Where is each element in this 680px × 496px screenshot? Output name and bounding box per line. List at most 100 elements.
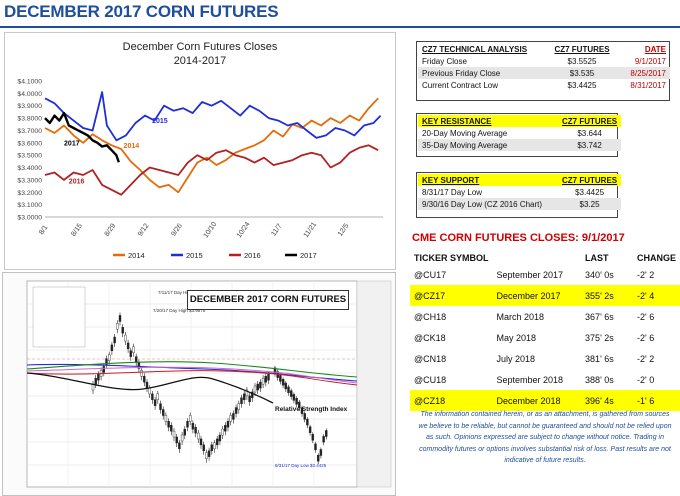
candle-body (118, 315, 122, 322)
candle-body (234, 407, 238, 414)
resistance-header-label: KEY RESISTANCE (418, 115, 558, 127)
annotation-day-low: 8/31/17 Day Low $3.4425 (275, 463, 327, 468)
cme-month: December 2018 (492, 390, 582, 411)
series-line-2014 (44, 97, 379, 194)
cme-change: -2' 6 (636, 311, 655, 322)
candle-body (94, 377, 97, 385)
candle-body (281, 378, 285, 386)
tech-header-futures: CZ7 FUTURES (554, 44, 610, 54)
candle-body (237, 403, 241, 410)
candle-body (97, 374, 100, 381)
technical-chart-title: DECEMBER 2017 CORN FUTURES (187, 290, 349, 310)
x-tick-label: 8/15 (70, 222, 84, 237)
candle-body (151, 393, 154, 401)
cme-ticker: @CN18 (414, 353, 447, 364)
candle-body (232, 413, 235, 420)
tech-row-date: 9/1/2017 (634, 56, 666, 66)
candle-body (317, 454, 320, 462)
cme-last: 367' 6s (585, 311, 614, 322)
cme-change: -2' 4 (632, 285, 680, 306)
candle-body (240, 397, 243, 404)
y-tick-label: $3.3000 (17, 177, 42, 184)
candle-body (319, 449, 323, 456)
cme-ticker: @CU17 (414, 269, 447, 280)
legend-label-2017: 2017 (300, 251, 317, 260)
candle-body (213, 442, 216, 450)
tech-row-value: $3.5525 (567, 56, 597, 66)
moving-average-red (26, 370, 358, 386)
annotation-day-high-2: 7/20/17 Day High $3.9875 (153, 308, 206, 313)
candle-body (188, 415, 192, 422)
candle-body (264, 375, 267, 383)
candle-body (167, 421, 170, 428)
cme-last: 340' 0s (585, 269, 614, 280)
resistance-header-futures: CZ7 FUTURES (558, 115, 622, 127)
cme-last: 355' 2s (581, 285, 633, 306)
resistance-row-value: $3.742 (577, 140, 602, 150)
candle-body (164, 415, 168, 422)
candle-body (129, 350, 133, 357)
x-tick-label: 9/12 (137, 222, 151, 237)
candle-body (279, 375, 282, 382)
cme-header-month (493, 251, 582, 264)
support-row-label: 9/30/16 Day Low (CZ 2016 Chart) (422, 199, 543, 209)
cme-ticker: @CU18 (414, 374, 447, 385)
candle-body (218, 434, 222, 442)
series-line-2016 (44, 144, 379, 196)
indicator-legend (32, 286, 86, 348)
candle-body (178, 442, 181, 450)
cme-ticker: @CZ17 (410, 285, 493, 306)
candle-body (156, 393, 160, 401)
candle-body (161, 409, 165, 416)
title-divider (0, 26, 680, 28)
y-tick-label: $3.5000 (17, 153, 42, 160)
series-label-2014: 2014 (124, 143, 140, 150)
candle-body (314, 443, 317, 451)
cme-month: July 2018 (496, 353, 536, 364)
legend-label-2015: 2015 (186, 251, 203, 260)
cme-last: 375' 2s (585, 332, 614, 343)
moving-average-pink (26, 366, 358, 384)
candle-body (199, 438, 203, 446)
y-tick-label: $3.7000 (17, 128, 42, 135)
candle-body (251, 391, 254, 399)
candle-body (248, 395, 251, 403)
cme-header-ticker: TICKER SYMBOL (414, 252, 489, 263)
candle-body (311, 434, 314, 441)
line-chart-svg: December Corn Futures Closes 2014-2017 $3.… (17, 41, 383, 260)
cme-row: @CU17 September 2017 340' 0s -2' 2 (410, 264, 680, 285)
y-tick-label: $4.0000 (17, 91, 42, 98)
candle-body (253, 385, 257, 393)
candle-body (148, 387, 151, 395)
cme-change: -2' 6 (636, 332, 655, 343)
candle-body (180, 434, 184, 442)
cme-header-last: LAST (585, 252, 609, 263)
candle-body (292, 394, 296, 401)
y-tick-label: $3.9000 (17, 103, 42, 110)
technical-analysis-table: CZ7 TECHNICAL ANALYSIS CZ7 FUTURES DATE … (418, 43, 670, 91)
chart-title: December Corn Futures Closes (123, 41, 278, 53)
candle-body (186, 421, 189, 428)
cme-row: @CZ17 December 2017 355' 2s -2' 4 (410, 285, 680, 306)
cme-last: 396' 4s (581, 390, 633, 411)
tech-row-label: Previous Friday Close (422, 68, 501, 78)
candle-body (290, 390, 293, 397)
annotation-rsi: Relative Strength Index (275, 406, 348, 413)
x-tick-label: 9/26 (170, 222, 184, 237)
candle-body (306, 418, 309, 426)
y-tick-label: $3.8000 (17, 116, 42, 123)
x-tick-label: 12/5 (337, 222, 351, 237)
cme-change: -2' 0 (636, 374, 655, 385)
candle-body (183, 428, 187, 436)
candle-body (308, 426, 312, 433)
candle-body (322, 435, 325, 443)
cme-header-change: CHANGE (636, 252, 676, 263)
y-tick-label: $3.2000 (17, 190, 42, 197)
key-resistance-table: KEY RESISTANCE CZ7 FUTURES 20-Day Moving… (418, 115, 622, 151)
candle-body (107, 354, 111, 361)
rsi-line (26, 372, 274, 404)
x-tick-label: 10/10 (202, 221, 218, 239)
cme-month: May 2018 (496, 332, 537, 343)
tech-header-date: DATE (644, 44, 666, 54)
cme-row: @CU18 September 2018 388' 0s -2' 0 (410, 369, 680, 390)
